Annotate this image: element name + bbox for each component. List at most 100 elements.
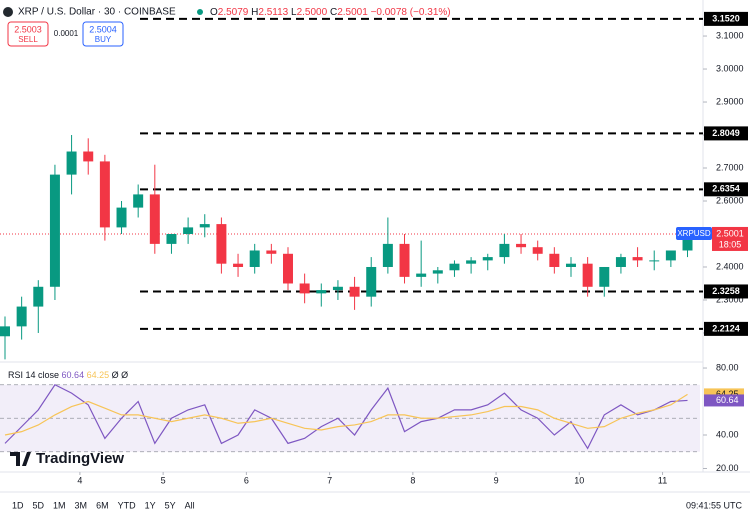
- rsi-title: RSI 14 close 60.64 64.25 Ø Ø: [8, 370, 128, 380]
- last-price-label: 2.5001: [716, 228, 744, 238]
- buy-button[interactable]: [82, 21, 124, 47]
- candle-body: [682, 233, 693, 251]
- candle-body: [366, 266, 377, 297]
- candle-body: [649, 260, 660, 262]
- level-label: 2.3258: [712, 286, 740, 296]
- logo-icon: [10, 452, 31, 466]
- candle-body: [266, 250, 277, 254]
- buy-label[interactable]: BUY: [95, 35, 112, 44]
- clock: 09:41:55 UTC: [686, 500, 743, 510]
- candle-body: [282, 253, 293, 284]
- x-tick-label: 6: [244, 475, 249, 485]
- rsi-ma-line: [4, 393, 688, 436]
- countdown: 18:05: [719, 239, 742, 249]
- candle-body: [665, 250, 676, 261]
- candle-body: [49, 174, 60, 287]
- candle-body: [399, 243, 410, 277]
- range-button[interactable]: 6M: [96, 500, 109, 510]
- y-tick-label: 2.3000: [716, 294, 744, 304]
- ohlc: O2.5079 H2.5113 L2.5000 C2.5001 −0.0078 …: [210, 7, 451, 18]
- candle-body: [199, 224, 210, 228]
- sell-button[interactable]: [7, 21, 49, 47]
- candle-body: [416, 273, 427, 277]
- candle-body: [549, 253, 560, 267]
- range-button[interactable]: 3M: [75, 500, 88, 510]
- candle-body: [466, 260, 477, 264]
- ma-value: 64.25: [87, 370, 110, 380]
- spread: 0.0001: [54, 29, 79, 38]
- symbol-label: XRPUSD: [677, 229, 711, 238]
- ohlc-key: L: [291, 7, 297, 18]
- sell-price[interactable]: 2.5003: [14, 24, 42, 34]
- x-tick-label: 4: [77, 475, 82, 485]
- range-bar: 1D 5D 1M 3M 6M YTD 1Y 5Y All: [12, 500, 195, 510]
- last-price-box: [712, 226, 748, 251]
- level-label-box: [704, 284, 748, 299]
- candle-body: [216, 224, 227, 264]
- x-tick-label: 5: [161, 475, 166, 485]
- x-tick-label: 7: [327, 475, 332, 485]
- ma-label: 64.25: [716, 389, 739, 399]
- candle-body: [183, 227, 194, 234]
- candle-body: [632, 257, 643, 261]
- x-tick-label: 9: [494, 475, 499, 485]
- ohlc-value: 2.5000: [297, 7, 328, 18]
- candle-body: [133, 194, 144, 208]
- rsi-value: 60.64: [62, 370, 85, 380]
- plot: 2.20002.30002.40002.50002.60002.70002.80…: [0, 11, 748, 485]
- y-tick-label: 2.4000: [716, 261, 744, 271]
- candle-body: [233, 263, 244, 267]
- ohlc-key: C: [330, 7, 337, 18]
- ohlc-value: 2.5001: [337, 7, 368, 18]
- ohlc-key: H: [251, 7, 258, 18]
- symbol-icon: [3, 7, 13, 17]
- x-tick-label: 8: [410, 475, 415, 485]
- y-tick-label: 2.7000: [716, 162, 744, 172]
- range-button[interactable]: 5D: [33, 500, 45, 510]
- candle-body: [299, 283, 310, 294]
- candle-body: [382, 243, 393, 267]
- rsi-extra: Ø Ø: [112, 370, 129, 380]
- candle-body: [349, 286, 360, 297]
- level-label: 2.6354: [712, 184, 740, 194]
- rsi-tick-label: 80.00: [716, 362, 739, 372]
- candle-body: [332, 286, 343, 291]
- candle-body: [599, 266, 610, 287]
- y-tick-label: 3.1000: [716, 30, 744, 40]
- y-tick-label: 2.6000: [716, 195, 744, 205]
- rsi-tick-label: 20.00: [716, 463, 739, 473]
- candle-body: [83, 151, 94, 162]
- range-button[interactable]: YTD: [118, 500, 137, 510]
- rsi-tick-label: 40.00: [716, 429, 739, 439]
- level-label-box: [704, 126, 748, 141]
- range-button[interactable]: All: [185, 500, 195, 510]
- candle-body: [582, 263, 593, 287]
- candle-body: [532, 247, 543, 254]
- level-label: 3.1520: [712, 13, 740, 23]
- range-button[interactable]: 1D: [12, 500, 24, 510]
- ohlc-change: −0.0078 (−0.31%): [371, 7, 451, 18]
- x-tick-label: 10: [574, 475, 584, 485]
- candle-body: [615, 257, 626, 267]
- rsi-line: [4, 383, 688, 450]
- candle-body: [516, 243, 527, 248]
- sell-label[interactable]: SELL: [18, 35, 38, 44]
- level-label-box: [704, 321, 748, 336]
- candle-body: [33, 286, 44, 307]
- logo: TradingView: [36, 450, 124, 467]
- rsi-label: 60.64: [716, 395, 739, 405]
- candle-body: [66, 151, 77, 175]
- range-button[interactable]: 5Y: [165, 500, 176, 510]
- range-button[interactable]: 1Y: [145, 500, 156, 510]
- buy-price[interactable]: 2.5004: [89, 24, 117, 34]
- range-button[interactable]: 1M: [53, 500, 66, 510]
- ohlc-value: 2.5113: [258, 7, 288, 18]
- candle-body: [99, 161, 110, 228]
- candle-body: [0, 326, 10, 337]
- candle-body: [249, 250, 260, 267]
- rsi-label-box: [704, 394, 744, 407]
- candle-body: [116, 207, 127, 228]
- candle-body: [166, 233, 177, 244]
- symbol-box: [676, 226, 712, 240]
